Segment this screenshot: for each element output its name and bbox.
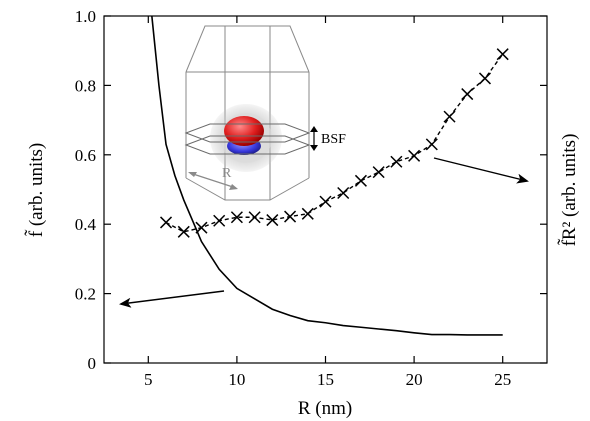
y2-axis-title: f̃R² (arb. units) xyxy=(556,134,580,247)
x-tick-label: 25 xyxy=(494,370,511,389)
data-point-x-marker xyxy=(496,48,509,61)
x-tick-label: 20 xyxy=(406,370,423,389)
y-axis-ticks: 0 0.2 0.4 0.6 0.8 1.0 xyxy=(75,7,547,373)
series-dashed-curve xyxy=(159,48,509,238)
data-point-x-marker xyxy=(284,210,297,223)
data-point-x-marker xyxy=(213,214,226,227)
y-tick-label: 0 xyxy=(88,354,97,373)
y-tick-label: 1.0 xyxy=(75,7,96,26)
data-point-x-marker xyxy=(390,155,403,168)
data-point-x-marker xyxy=(159,216,173,229)
data-point-x-marker xyxy=(301,207,314,220)
arrow-to-right-axis xyxy=(433,157,529,184)
y-tick-label: 0.6 xyxy=(75,146,96,165)
data-point-x-marker xyxy=(266,214,279,227)
plot-frame xyxy=(103,15,548,364)
inset-label-r: R xyxy=(222,166,232,181)
x-tick-label: 15 xyxy=(317,370,334,389)
data-point-x-marker xyxy=(177,225,190,238)
data-point-x-marker xyxy=(354,174,367,187)
x-tick-label: 5 xyxy=(144,370,153,389)
data-point-x-marker xyxy=(443,110,456,123)
inset-nanowire-schematic: R BSF xyxy=(184,25,346,201)
arrow-to-left-axis xyxy=(119,290,225,308)
data-point-x-marker xyxy=(478,72,492,85)
inset-label-bsf: BSF xyxy=(321,132,346,147)
data-point-x-marker xyxy=(230,211,243,224)
data-point-x-marker xyxy=(408,149,421,162)
y-tick-label: 0.4 xyxy=(75,215,97,234)
data-point-x-marker xyxy=(248,211,261,224)
x-axis-ticks: 5 10 15 20 25 xyxy=(144,16,511,389)
series-solid-curve xyxy=(151,15,503,336)
y-tick-label: 0.8 xyxy=(75,76,96,95)
y-tick-label: 0.2 xyxy=(75,285,96,304)
y-axis-title: f̃ (arb. units) xyxy=(23,143,47,237)
x-tick-label: 10 xyxy=(228,370,245,389)
series-solid-line xyxy=(151,15,503,336)
data-point-x-marker xyxy=(425,138,438,151)
data-point-x-marker xyxy=(461,88,474,101)
data-point-x-marker xyxy=(319,195,332,208)
series-dashed-line xyxy=(165,53,504,233)
data-point-x-marker xyxy=(195,221,208,234)
data-point-x-marker xyxy=(337,186,350,200)
x-axis-title: R (nm) xyxy=(298,398,352,419)
data-point-x-marker xyxy=(372,166,385,179)
